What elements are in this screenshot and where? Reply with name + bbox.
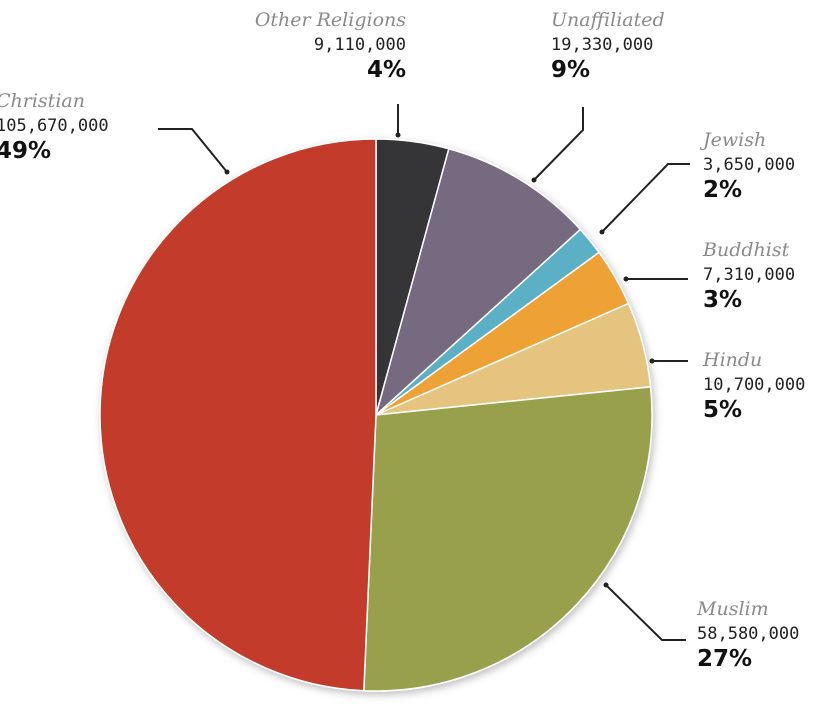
label-value-unaffiliated: 19,330,000 bbox=[551, 35, 653, 55]
leader-dot-jewish bbox=[599, 229, 605, 235]
leader-dot-unaffiliated bbox=[531, 177, 537, 183]
leader-dot-other-religions bbox=[395, 132, 401, 138]
label-value-buddhist: 7,310,000 bbox=[703, 265, 795, 285]
label-value-other-religions: 9,110,000 bbox=[314, 35, 406, 55]
label-name-buddhist: Buddhist bbox=[702, 239, 790, 261]
leader-dot-christian bbox=[224, 169, 230, 175]
label-percent-hindu: 5% bbox=[703, 397, 742, 423]
label-value-muslim: 58,580,000 bbox=[697, 624, 799, 644]
leader-dot-buddhist bbox=[623, 276, 629, 282]
leader-line-jewish bbox=[601, 163, 690, 233]
label-percent-jewish: 2% bbox=[703, 177, 742, 203]
label-name-christian: Christian bbox=[0, 90, 85, 112]
label-name-hindu: Hindu bbox=[702, 349, 762, 371]
slice-muslim bbox=[363, 386, 653, 692]
label-percent-muslim: 27% bbox=[697, 646, 752, 672]
label-percent-unaffiliated: 9% bbox=[551, 57, 590, 83]
label-name-unaffiliated: Unaffiliated bbox=[551, 9, 665, 31]
leader-dot-hindu bbox=[649, 358, 655, 364]
label-percent-christian: 49% bbox=[0, 138, 51, 164]
slice-christian bbox=[99, 138, 377, 692]
label-name-muslim: Muslim bbox=[696, 598, 769, 620]
label-name-other-religions: Other Religions bbox=[255, 9, 406, 31]
pie-slices bbox=[99, 138, 653, 692]
label-value-hindu: 10,700,000 bbox=[703, 375, 805, 395]
leader-dot-muslim bbox=[603, 582, 609, 588]
label-value-jewish: 3,650,000 bbox=[703, 155, 795, 175]
label-value-christian: 105,670,000 bbox=[0, 116, 109, 136]
leader-line-unaffiliated bbox=[533, 107, 584, 181]
label-percent-other-religions: 4% bbox=[367, 57, 406, 83]
leader-line-muslim bbox=[605, 584, 686, 641]
leader-line-christian bbox=[158, 128, 228, 173]
slice-unaffiliated bbox=[374, 147, 582, 418]
label-name-jewish: Jewish bbox=[699, 129, 766, 151]
label-percent-buddhist: 3% bbox=[703, 287, 742, 313]
